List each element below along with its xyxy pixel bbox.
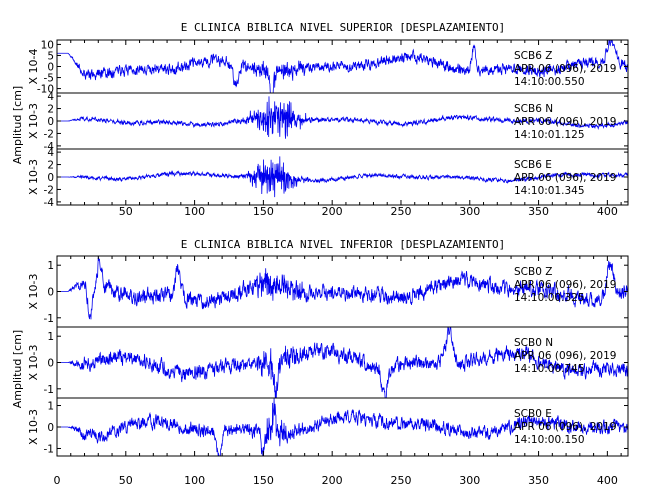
y-tick-label: 1 xyxy=(47,401,54,413)
station-label: SCB0 N xyxy=(514,337,553,349)
date-label: APR 06 (096), 2019 xyxy=(514,63,616,75)
time-label: 14:10:00.150 xyxy=(514,434,585,446)
trace-line-scb0-n xyxy=(57,327,628,398)
x-tick-label: 400 xyxy=(597,205,618,218)
scale-label: X 10-3 xyxy=(27,274,40,310)
y-tick-label: 5 xyxy=(47,50,54,62)
y-tick-label: 0 xyxy=(47,172,54,184)
y-tick-label: 2 xyxy=(47,160,54,172)
x-tick-label: 300 xyxy=(459,205,480,218)
y-tick-label: 1 xyxy=(47,331,54,343)
x-tick-label: 150 xyxy=(253,474,274,487)
y-tick-label: -4 xyxy=(44,141,55,153)
y-tick-label: -4 xyxy=(44,197,55,209)
lower-group: E CLINICA BIBLICA NIVEL INFERIOR [DESPLA… xyxy=(11,238,629,487)
date-label: APR 06 (096), 2019 xyxy=(514,172,616,184)
x-tick-label: 100 xyxy=(184,205,205,218)
trace-line-scb0-z xyxy=(57,256,628,320)
date-label: APR 06 (096), 2019 xyxy=(514,350,616,362)
upper-title: E CLINICA BIBLICA NIVEL SUPERIOR [DESPLA… xyxy=(181,21,506,34)
y-tick-label: -2 xyxy=(44,128,54,140)
x-tick-label: 200 xyxy=(322,474,343,487)
lower-title: E CLINICA BIBLICA NIVEL INFERIOR [DESPLA… xyxy=(181,238,506,251)
y-tick-label: 0 xyxy=(47,422,54,434)
scale-label: X 10-3 xyxy=(27,409,40,445)
upper-group: E CLINICA BIBLICA NIVEL SUPERIOR [DESPLA… xyxy=(11,21,629,218)
scale-label: X 10-3 xyxy=(27,345,40,381)
y-tick-label: 4 xyxy=(47,91,54,103)
time-label: 14:10:01.345 xyxy=(514,185,585,197)
y-tick-label: -1 xyxy=(44,313,54,325)
x-tick-label: 250 xyxy=(390,205,411,218)
y-tick-label: 4 xyxy=(47,147,54,159)
y-tick-label: 2 xyxy=(47,104,54,116)
y-tick-label: 10 xyxy=(41,39,54,51)
trace-line-scb6-e xyxy=(57,156,628,198)
station-label: SCB6 Z xyxy=(514,50,552,62)
y-tick-label: 1 xyxy=(47,260,54,272)
date-label: APR 06 (096), 2019 xyxy=(514,421,616,433)
y-tick-label: 0 xyxy=(47,116,54,128)
station-label: SCB0 E xyxy=(514,408,552,420)
station-label: SCB0 Z xyxy=(514,266,552,278)
scale-label: X 10-3 xyxy=(27,159,40,195)
y-tick-label: -5 xyxy=(44,73,54,85)
trace-line-scb0-e xyxy=(57,398,628,456)
x-axis: 0 50 100 150 200 250 300 350 400 xyxy=(54,256,622,487)
x-tick-label: 150 xyxy=(253,205,274,218)
date-label: APR 06 (096), 2019 xyxy=(514,279,616,291)
trace-line-scb6-z xyxy=(57,40,628,93)
scale-label: X 10-4 xyxy=(27,49,40,85)
y-tick-label: -1 xyxy=(44,443,54,455)
station-label: SCB6 N xyxy=(514,103,553,115)
x-tick-label: 50 xyxy=(119,205,133,218)
x-tick-label: 400 xyxy=(597,474,618,487)
y-tick-label: 0 xyxy=(47,287,54,299)
x-tick-label: 300 xyxy=(459,474,480,487)
time-label: 14:10:00.325 xyxy=(514,292,585,304)
y-tick-label: -2 xyxy=(44,184,54,196)
time-label: 14:10:00.550 xyxy=(514,76,585,88)
y-tick-label: -10 xyxy=(37,84,54,96)
time-label: 14:10:01.125 xyxy=(514,129,585,141)
y-tick-label: -1 xyxy=(44,384,54,396)
scale-label: X 10-3 xyxy=(27,103,40,139)
lower-ylabel: Amplitud [cm] xyxy=(11,330,24,408)
upper-ylabel: Amplitud [cm] xyxy=(11,86,24,164)
trace-line-scb6-n xyxy=(57,96,628,139)
x-tick-label: 200 xyxy=(322,205,343,218)
x-tick-label: 350 xyxy=(528,474,549,487)
x-tick-label: 0 xyxy=(54,474,61,487)
date-label: APR 06 (096), 2019 xyxy=(514,116,616,128)
x-tick-label: 350 xyxy=(528,205,549,218)
station-label: SCB6 E xyxy=(514,159,552,171)
y-tick-label: 0 xyxy=(47,358,54,370)
y-tick-label: 0 xyxy=(47,62,54,74)
x-axis: 50 100 150 200 250 300 350 400 xyxy=(70,40,622,218)
x-tick-label: 50 xyxy=(119,474,133,487)
time-label: 14:10:00.745 xyxy=(514,363,585,375)
x-tick-label: 250 xyxy=(390,474,411,487)
x-tick-label: 100 xyxy=(184,474,205,487)
